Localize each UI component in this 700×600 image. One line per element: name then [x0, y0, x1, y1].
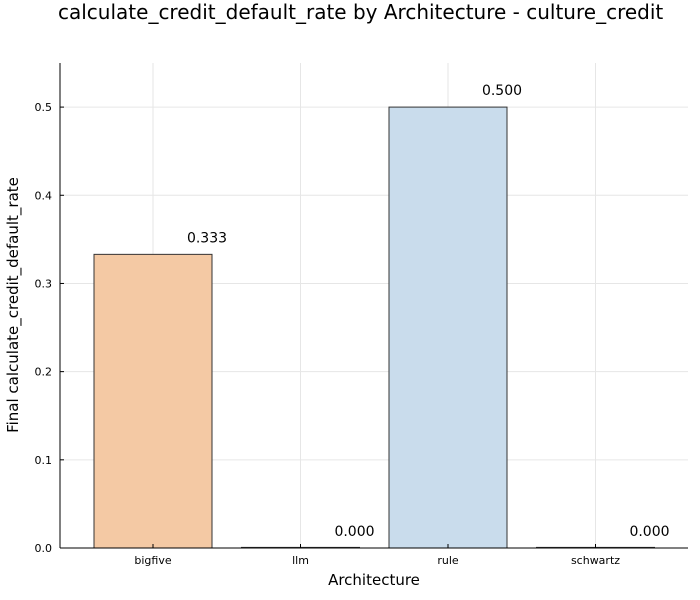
data-label-llm: 0.000	[334, 524, 374, 540]
axis-layer	[59, 63, 688, 549]
chart-title: calculate_credit_default_rate by Archite…	[58, 0, 663, 24]
y-axis-label: Final calculate_credit_default_rate	[4, 177, 23, 433]
x-tick-label: bigfive	[134, 554, 171, 567]
x-tick-label: schwartz	[571, 554, 620, 567]
y-tick-label: 0.1	[35, 454, 53, 467]
y-tick-label: 0.5	[35, 101, 53, 114]
y-tick-label: 0.0	[35, 542, 53, 555]
y-tick-label: 0.2	[35, 366, 53, 379]
y-tick-label: 0.4	[35, 189, 53, 202]
data-label-rule: 0.500	[482, 83, 522, 99]
data-label-bigfive: 0.333	[187, 230, 227, 246]
bar-layer	[93, 106, 655, 549]
data-label-schwartz: 0.000	[629, 524, 669, 540]
x-tick-label: llm	[292, 554, 309, 567]
x-axis-label: Architecture	[328, 571, 420, 589]
bar-bigfive	[93, 253, 213, 549]
label-layer: 0.0 0.1 0.2 0.3 0.4 0.5 bigfive llm rule schwartz…	[35, 83, 670, 567]
bar-rule	[388, 106, 508, 549]
y-tick-label: 0.3	[35, 277, 53, 290]
x-tick-label: rule	[437, 554, 459, 567]
